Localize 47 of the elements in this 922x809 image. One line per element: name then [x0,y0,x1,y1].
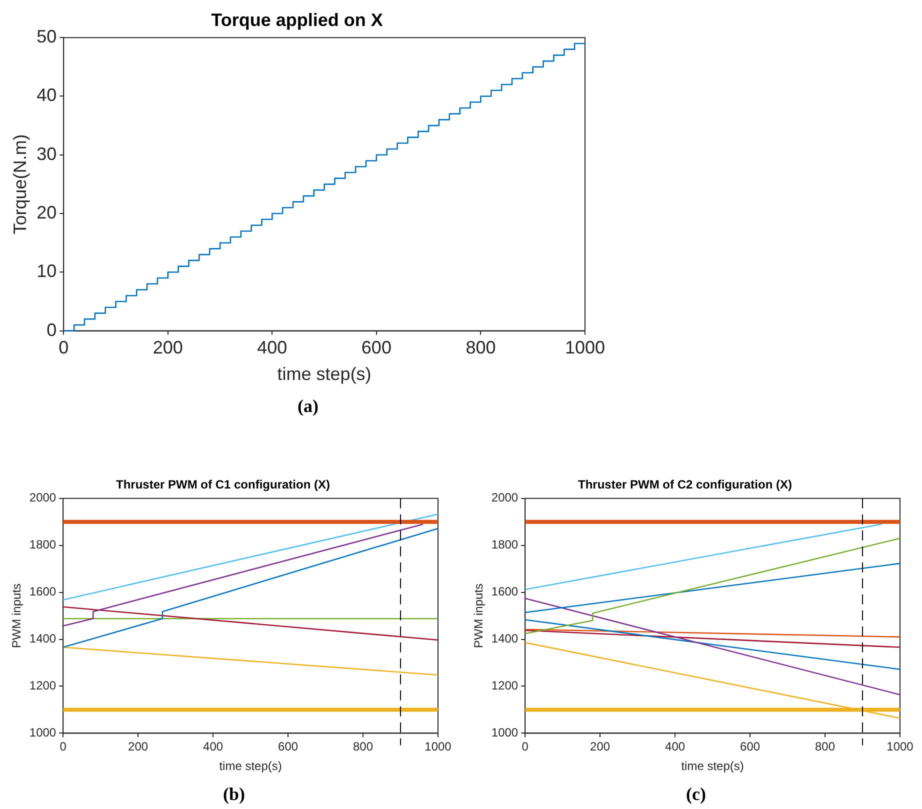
x-tick-label: 800 [815,740,836,754]
x-tick-label: 400 [257,338,288,358]
y-tick-label: 0 [46,320,57,340]
x-tick-label: 400 [203,740,224,754]
chart-title: Torque applied on X [211,10,383,30]
y-tick-label: 1000 [491,726,518,740]
x-tick-label: 800 [466,338,496,358]
x-tick-label: 0 [60,740,67,754]
text: (b) [222,784,246,805]
x-tick-label: 1000 [424,740,452,754]
y-tick-label: 1000 [29,726,56,740]
y-tick-label: 1600 [29,584,56,599]
x-tick-label: 600 [361,338,392,358]
x-axis-title: time step(s) [277,364,372,384]
text: (c) [685,784,707,805]
x-tick-label: 200 [152,338,183,358]
y-axis-title: PWM inputs [472,583,486,648]
y-tick-label: 1800 [491,538,518,552]
x-axis-title: time step(s) [219,759,282,774]
x-tick-label: 800 [353,740,374,754]
x-tick-label: 400 [665,740,686,754]
x-tick-label: 0 [522,740,529,754]
y-tick-label: 2000 [491,490,518,505]
x-tick-label: 200 [128,740,148,754]
y-tick-label: 2000 [29,490,56,505]
x-tick-label: 600 [740,740,760,754]
y-axis-title: Torque(N.m) [10,134,30,234]
y-tick-label: 10 [36,261,57,282]
y-tick-label: 40 [36,85,57,106]
y-tick-label: 1400 [29,632,56,646]
x-tick-label: 600 [278,740,298,754]
x-tick-label: 1000 [886,740,914,754]
y-tick-label: 50 [36,26,57,47]
y-tick-label: 1800 [29,538,56,552]
text: (a) [296,396,320,417]
y-tick-label: 30 [36,144,57,164]
y-tick-label: 1200 [29,678,56,693]
y-tick-label: 20 [36,202,57,222]
y-tick-label: 1200 [491,678,518,693]
y-axis-title: PWM inputs [10,583,24,648]
x-tick-label: 1000 [564,338,605,358]
x-axis-title: time step(s) [681,759,744,774]
y-tick-label: 1600 [491,584,518,599]
chart-title: Thruster PWM of C1 configuration (X) [116,478,330,492]
y-tick-label: 1400 [491,632,518,646]
x-tick-label: 200 [590,740,610,754]
chart-title: Thruster PWM of C2 configuration (X) [578,478,792,492]
